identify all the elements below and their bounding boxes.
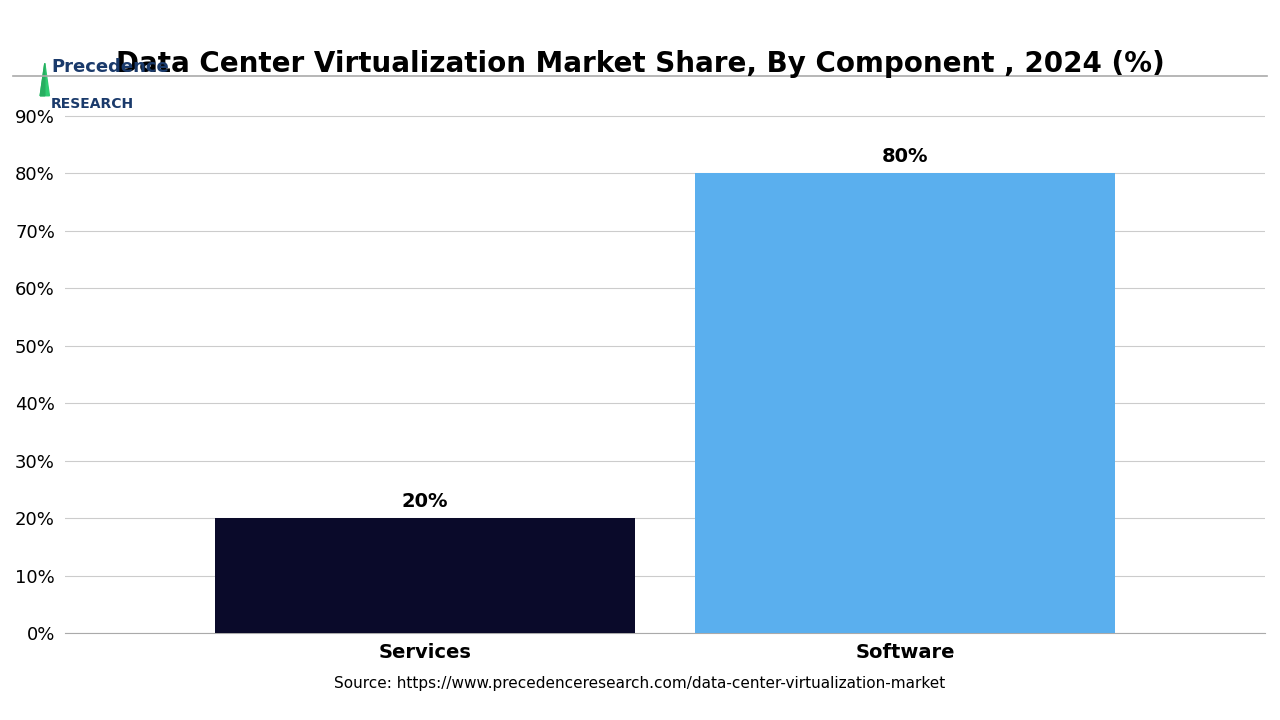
Text: Data Center Virtualization Market Share, By Component , 2024 (%): Data Center Virtualization Market Share,… bbox=[115, 50, 1165, 78]
Polygon shape bbox=[40, 63, 50, 96]
Text: RESEARCH: RESEARCH bbox=[51, 97, 134, 111]
Text: Precedence: Precedence bbox=[51, 58, 169, 76]
Text: 80%: 80% bbox=[882, 148, 928, 166]
Text: 20%: 20% bbox=[402, 492, 448, 511]
Bar bbox=[215, 518, 635, 633]
Text: Source: https://www.precedenceresearch.com/data-center-virtualization-market: Source: https://www.precedenceresearch.c… bbox=[334, 676, 946, 691]
Polygon shape bbox=[40, 63, 45, 96]
Bar bbox=[695, 174, 1115, 633]
